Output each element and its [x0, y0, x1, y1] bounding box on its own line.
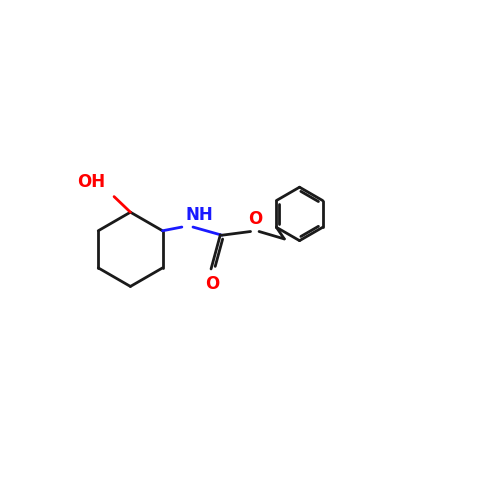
Text: O: O [205, 275, 219, 293]
Text: O: O [249, 210, 263, 228]
Text: NH: NH [185, 206, 213, 224]
Text: OH: OH [78, 172, 105, 191]
